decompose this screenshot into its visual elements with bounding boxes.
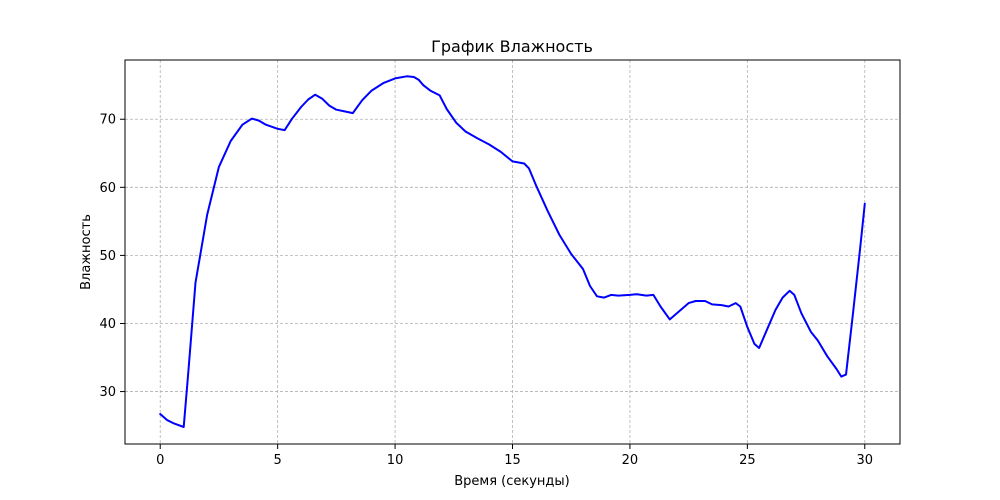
x-tick-label: 5 (274, 453, 282, 468)
x-axis-label: Время (секунды) (454, 474, 570, 489)
x-tick-label: 30 (856, 453, 873, 468)
y-tick-label: 70 (99, 113, 116, 128)
y-axis-label: Влажность (79, 214, 94, 290)
y-tick-label: 50 (99, 249, 116, 264)
x-axis-ticks: 0 5 10 15 20 25 30 (156, 444, 873, 468)
y-axis-ticks: 30 40 50 60 70 (99, 113, 125, 400)
humidity-series-line (159, 75, 866, 428)
grid (125, 60, 900, 444)
x-tick-label: 15 (504, 453, 521, 468)
x-tick-label: 0 (156, 453, 164, 468)
x-tick-label: 10 (387, 453, 404, 468)
x-tick-label: 20 (622, 453, 639, 468)
x-tick-label: 25 (739, 453, 756, 468)
y-tick-label: 40 (99, 317, 116, 332)
chart-title: График Влажность (431, 37, 593, 56)
y-tick-label: 30 (99, 385, 116, 400)
y-tick-label: 60 (99, 181, 116, 196)
